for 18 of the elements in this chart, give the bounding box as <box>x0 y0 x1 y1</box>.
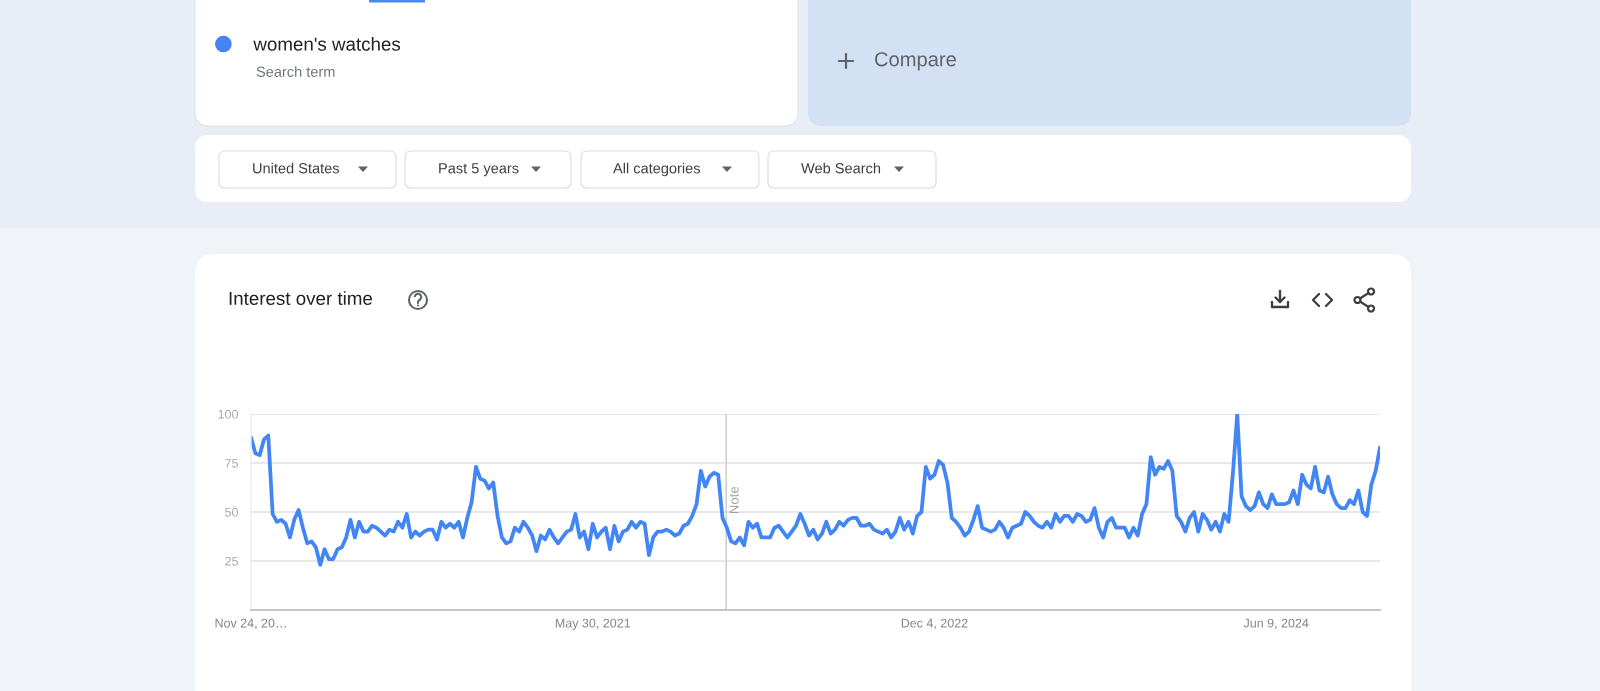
x-tick-label: Nov 24, 20… <box>215 618 286 629</box>
chart-title: Interest over time <box>229 291 373 306</box>
line-series <box>251 414 1380 567</box>
x-tick-label: Jun 9, 2024 <box>1243 618 1309 629</box>
y-tick-label: 100 <box>218 409 239 419</box>
ref-line-label: Note <box>729 486 739 514</box>
x-tick-label: Dec 4, 2022 <box>901 618 968 629</box>
y-tick-label: 50 <box>225 507 239 517</box>
text: Search term <box>256 66 335 77</box>
text: Web Search <box>801 162 881 174</box>
x-tick-label: May 30, 2021 <box>555 618 630 630</box>
y-tick-label: 25 <box>225 556 238 566</box>
text: All categories <box>613 162 701 177</box>
text: Past 5 years <box>439 163 519 177</box>
text: United States <box>253 162 340 174</box>
legend-label: women's watches <box>253 37 401 51</box>
y-tick-label: 75 <box>225 458 238 468</box>
text: Compare <box>875 52 956 71</box>
